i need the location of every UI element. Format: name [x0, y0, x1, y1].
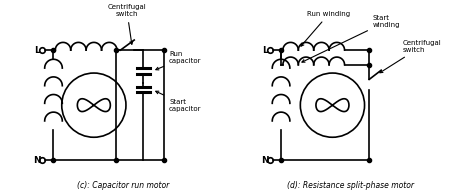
Text: (c): Capacitor run motor: (c): Capacitor run motor: [77, 181, 169, 190]
Text: Run winding: Run winding: [301, 11, 350, 46]
Text: Run
capacitor: Run capacitor: [156, 51, 201, 70]
Text: Centrifugal
switch: Centrifugal switch: [108, 4, 146, 44]
Text: L: L: [34, 46, 40, 55]
Text: Centrifugal
switch: Centrifugal switch: [380, 40, 441, 73]
Text: N: N: [261, 156, 268, 165]
Text: L: L: [262, 46, 267, 55]
Text: (d): Resistance split-phase motor: (d): Resistance split-phase motor: [287, 181, 414, 190]
Text: Start
capacitor: Start capacitor: [156, 91, 201, 112]
Text: N: N: [33, 156, 41, 165]
Text: Start
winding: Start winding: [302, 15, 401, 62]
